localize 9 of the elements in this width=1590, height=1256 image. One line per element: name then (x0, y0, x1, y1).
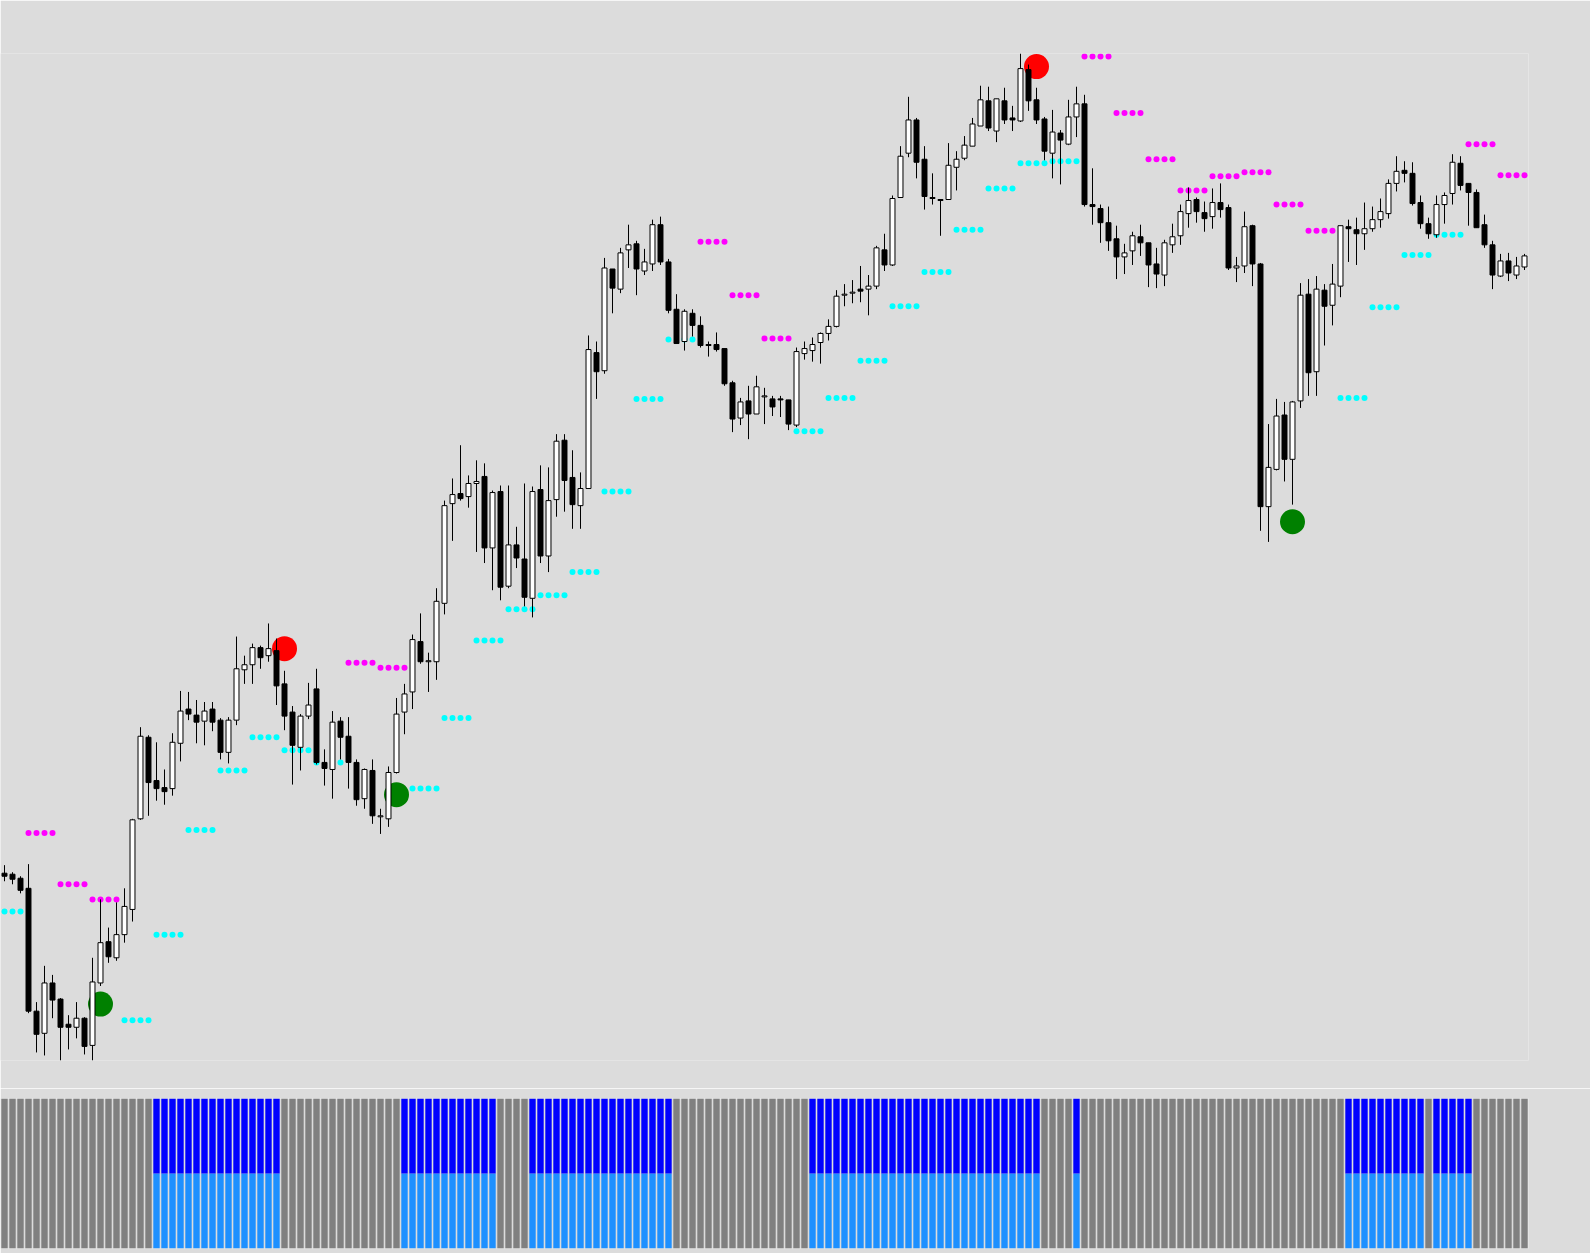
candlestick (857, 265, 864, 303)
candlestick (1369, 206, 1376, 233)
candlestick (841, 283, 848, 307)
point (1280, 509, 1305, 535)
candlestick (929, 172, 936, 206)
candlestick (865, 274, 872, 316)
candlestick (1097, 204, 1104, 244)
candlestick (401, 683, 408, 735)
candlestick (849, 279, 856, 304)
